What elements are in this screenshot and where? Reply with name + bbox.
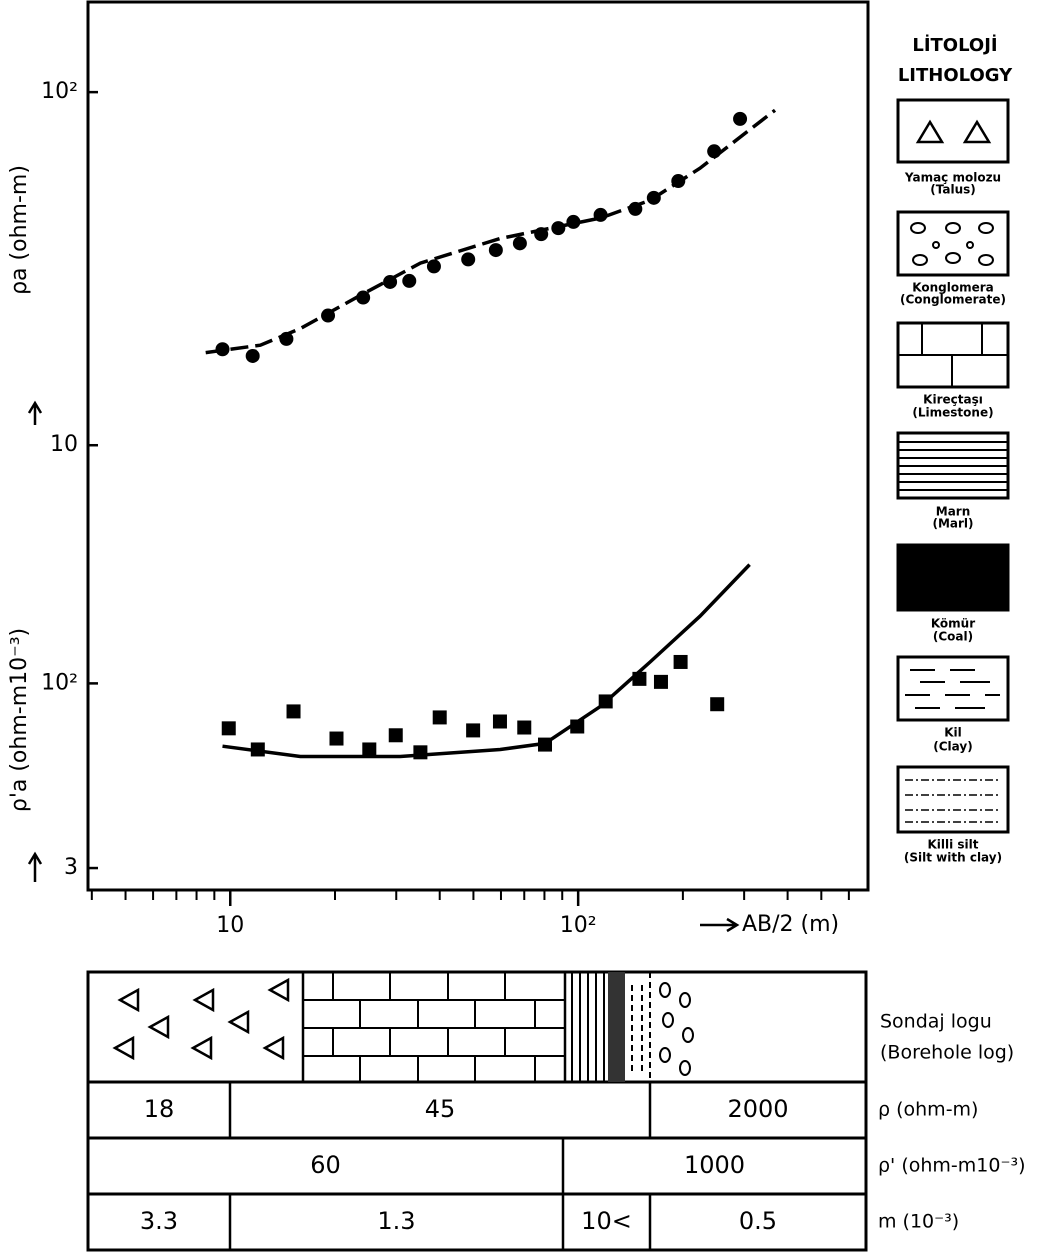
- y-label: ρ'a (ohm-m10⁻³): [7, 628, 32, 812]
- pattern: [898, 323, 1008, 387]
- swatch-clay: [896, 655, 1010, 722]
- point: [710, 697, 725, 712]
- y-tick-label: 10: [50, 432, 78, 457]
- legend-label: (Clay): [933, 740, 972, 754]
- point: [492, 714, 507, 729]
- legend-label: Yamaç molozu: [904, 171, 1001, 185]
- fitted-curve: [205, 108, 777, 355]
- row-label: ρ' (ohm-m10⁻³): [878, 1155, 1026, 1177]
- point: [512, 236, 527, 251]
- pattern: [910, 222, 994, 266]
- plot-frame: [86, 0, 870, 892]
- pattern: [915, 119, 992, 144]
- x-tick-label: 10: [216, 913, 244, 938]
- legend-label: (Coal): [933, 630, 973, 644]
- point: [461, 252, 476, 267]
- point: [733, 111, 748, 126]
- point: [488, 243, 503, 258]
- legend-label: (Silt with clay): [904, 851, 1002, 865]
- legend-label: (Conglomerate): [900, 293, 1006, 307]
- legend-title: LİTOLOJİ: [912, 34, 997, 56]
- point: [286, 704, 301, 719]
- point: [245, 348, 260, 363]
- legend-label: Kil: [944, 726, 962, 740]
- legend-title: LITHOLOGY: [898, 65, 1013, 86]
- borehole-log: [86, 970, 868, 1252]
- pattern: [905, 669, 1000, 709]
- table-cell: 10<: [581, 1207, 632, 1235]
- y-tick-label: 3: [64, 855, 78, 880]
- pattern: [898, 441, 1008, 491]
- point: [432, 710, 447, 725]
- x-label: AB/2 (m): [742, 912, 839, 937]
- point: [426, 259, 441, 274]
- point: [221, 721, 236, 736]
- legend-label: (Limestone): [912, 406, 993, 420]
- x-tick-label: 10²: [560, 913, 597, 938]
- arrow: [27, 851, 43, 882]
- borehole-label: (Borehole log): [880, 1042, 1014, 1064]
- legend-swatches: [896, 98, 1010, 834]
- point: [566, 214, 581, 229]
- legend-label: Killi silt: [927, 838, 978, 852]
- legend-label: Konglomera: [912, 281, 993, 295]
- limestone-pattern: [303, 972, 565, 1082]
- table-cell: 2000: [727, 1095, 788, 1123]
- point: [329, 731, 344, 746]
- marl-pattern: [571, 972, 605, 1082]
- table-cell: 45: [425, 1095, 456, 1123]
- legend-label: (Talus): [930, 183, 976, 197]
- fitted-curve: [222, 563, 751, 759]
- talus-pattern: [112, 977, 290, 1061]
- table-cell: 3.3: [140, 1207, 178, 1235]
- swatch-talus: [896, 98, 1010, 164]
- point: [402, 273, 417, 288]
- conglomerate-pattern: [659, 982, 694, 1076]
- swatch-coal: [896, 543, 1010, 612]
- swatch-conglomerate: [896, 210, 1010, 277]
- table-cell: 1000: [684, 1151, 745, 1179]
- point: [517, 720, 532, 735]
- legend-label: Kömür: [931, 617, 975, 631]
- table-cell: 1.3: [377, 1207, 415, 1235]
- y-tick-label: 10²: [41, 79, 78, 104]
- swatch-silty-clay: [896, 765, 1010, 834]
- arrow: [700, 917, 740, 933]
- point: [388, 728, 403, 743]
- point: [466, 723, 481, 738]
- legend-label: (Marl): [932, 517, 973, 531]
- clay-pattern: [631, 972, 651, 1082]
- point: [362, 742, 377, 757]
- table-cell: 0.5: [739, 1207, 777, 1235]
- table-cell: 18: [144, 1095, 175, 1123]
- borehole-label: Sondaj logu: [880, 1011, 992, 1033]
- point: [653, 674, 668, 689]
- y-label: ρa (ohm-m): [7, 165, 32, 295]
- table-cell: 60: [310, 1151, 341, 1179]
- legend-label: Marn: [936, 505, 971, 519]
- row-lines: [88, 1080, 866, 1196]
- table-frame: [86, 970, 868, 1252]
- axis-arrows: [27, 400, 740, 933]
- point: [413, 745, 428, 760]
- legend-label: Kireçtaşı: [923, 393, 983, 407]
- row-label: ρ (ohm-m): [878, 1099, 978, 1121]
- point: [673, 654, 688, 669]
- arrow: [27, 400, 43, 425]
- row-label: m (10⁻³): [878, 1211, 959, 1233]
- coal-pattern: [608, 972, 625, 1082]
- y-tick-label: 10²: [41, 670, 78, 695]
